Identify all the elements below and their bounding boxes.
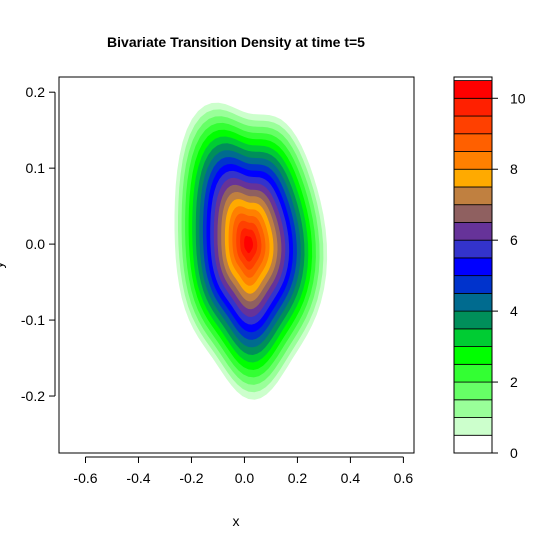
legend-swatch xyxy=(453,257,493,277)
contour-plot xyxy=(174,102,328,400)
legend-swatch xyxy=(453,204,493,223)
contour-band-20 xyxy=(244,235,253,254)
x-tick-label: 0.0 xyxy=(235,470,255,486)
legend-swatch xyxy=(453,97,493,117)
legend-swatch xyxy=(453,80,493,99)
y-tick-label: -0.1 xyxy=(21,312,45,328)
legend-tick-label: 8 xyxy=(510,161,518,177)
y-tick-label: 0.0 xyxy=(26,236,46,252)
x-tick-label: -0.6 xyxy=(73,470,97,486)
y-tick-label: 0.2 xyxy=(26,84,46,100)
legend-tick-label: 10 xyxy=(510,90,526,106)
legend-tick-label: 4 xyxy=(510,303,518,319)
legend-swatch xyxy=(453,186,493,206)
y-tick-label: -0.2 xyxy=(21,388,45,404)
legend-swatch xyxy=(453,151,493,170)
chart-title: Bivariate Transition Density at time t=5 xyxy=(107,34,365,50)
y-axis-label: y xyxy=(0,262,6,269)
legend-swatch xyxy=(453,239,493,259)
legend-tick-label: 2 xyxy=(510,374,518,390)
x-axis: -0.6 -0.4 -0.2 0.0 0.2 0.4 0.6 xyxy=(73,456,414,486)
legend-swatch xyxy=(453,363,493,383)
plot-frame xyxy=(58,76,415,454)
legend-swatch xyxy=(453,168,493,188)
x-tick-label: -0.4 xyxy=(126,470,150,486)
y-tick-label: 0.1 xyxy=(26,160,46,176)
legend-swatch xyxy=(453,434,493,454)
legend-swatch xyxy=(453,222,493,241)
legend-swatch xyxy=(453,310,493,330)
legend-swatch xyxy=(453,346,493,365)
x-tick-label: 0.4 xyxy=(341,470,361,486)
legend-swatch xyxy=(453,275,493,294)
legend-tick-label: 6 xyxy=(510,232,518,248)
y-axis: -0.2 -0.1 0.0 0.1 0.2 xyxy=(21,84,56,404)
legend-swatch xyxy=(453,328,493,347)
x-axis-label: x xyxy=(233,513,240,529)
legend-tick-label: 0 xyxy=(510,445,518,461)
legend-swatch xyxy=(453,381,493,401)
legend-swatch xyxy=(453,417,493,436)
x-tick-label: 0.2 xyxy=(288,470,308,486)
legend-swatch xyxy=(453,399,493,418)
legend-swatch xyxy=(453,133,493,152)
x-tick-label: -0.2 xyxy=(179,470,203,486)
legend-swatch xyxy=(453,115,493,135)
x-tick-label: 0.6 xyxy=(394,470,414,486)
color-legend: 0 2 4 6 8 10 xyxy=(453,76,526,461)
legend-swatch xyxy=(453,292,493,312)
legend-frame xyxy=(453,76,493,454)
